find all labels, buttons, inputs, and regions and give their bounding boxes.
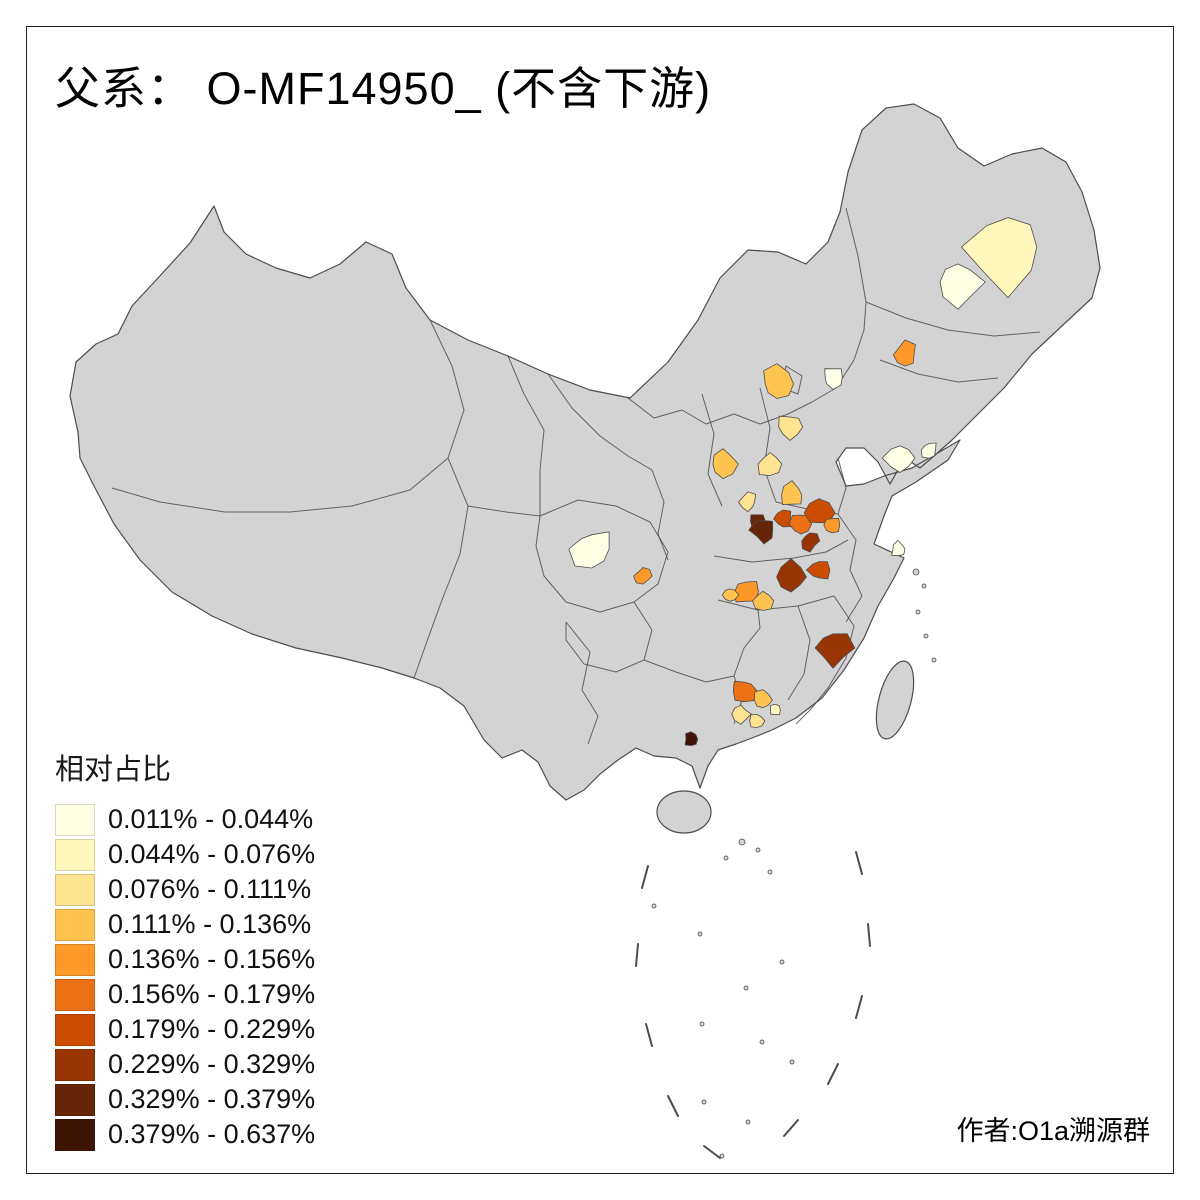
highlight-region [712, 448, 739, 480]
highlight-regions [568, 217, 1038, 747]
legend-label: 0.379% - 0.637% [108, 1119, 316, 1149]
highlight-region [892, 339, 916, 367]
highlight-region [773, 509, 792, 528]
legend-label: 0.044% - 0.076% [108, 839, 316, 869]
legend-swatch [55, 1118, 95, 1151]
highlight-region [770, 703, 781, 716]
legend-row: 0.379% - 0.637% [55, 1117, 315, 1152]
legend-row: 0.011% - 0.044% [55, 802, 315, 837]
legend-label: 0.136% - 0.156% [108, 944, 316, 974]
province-borders [111, 207, 1041, 745]
highlight-region [960, 217, 1038, 299]
landmass-group [69, 103, 1101, 834]
legend-label: 0.156% - 0.179% [108, 979, 316, 1009]
legend-row: 0.076% - 0.111% [55, 872, 315, 907]
highlight-region [753, 689, 773, 709]
legend-row: 0.329% - 0.379% [55, 1082, 315, 1117]
highlight-region [749, 714, 766, 728]
legend-swatch [55, 908, 95, 941]
legend-swatch [55, 1048, 95, 1081]
legend-row: 0.179% - 0.229% [55, 1012, 315, 1047]
highlight-region [633, 567, 653, 585]
highlight-region [732, 680, 758, 703]
highlight-region [781, 480, 803, 506]
highlight-region [684, 731, 699, 747]
highlight-region [721, 588, 740, 602]
legend-row: 0.044% - 0.076% [55, 837, 315, 872]
legend-title: 相对占比 [55, 754, 172, 786]
legend-swatch [55, 803, 95, 836]
legend-row: 0.156% - 0.179% [55, 977, 315, 1012]
legend-swatch [55, 838, 95, 871]
highlight-region [939, 263, 986, 310]
legend-label: 0.111% - 0.136% [108, 909, 312, 939]
highlight-region [752, 590, 775, 611]
legend-label: 0.076% - 0.111% [108, 874, 312, 904]
legend-label: 0.179% - 0.229% [108, 1014, 316, 1044]
legend-label: 0.229% - 0.329% [108, 1049, 316, 1079]
highlight-region [763, 363, 794, 399]
legend-label: 0.011% - 0.044% [108, 804, 314, 834]
highlight-region [748, 520, 774, 545]
legend-swatch [55, 978, 95, 1011]
highlight-region [801, 532, 821, 553]
highlight-region [776, 558, 807, 593]
highlight-region [568, 531, 610, 569]
taiwan-island [875, 660, 915, 740]
legend-row: 0.136% - 0.156% [55, 942, 315, 977]
attribution: 作者:O1a溯源群 [956, 1116, 1150, 1146]
legend: 相对占比 0.011% - 0.044% 0.044% - 0.076% 0.076… [55, 746, 315, 1152]
sea-boundary-dashes [635, 851, 871, 1159]
highlight-region [823, 517, 841, 534]
legend-label: 0.329% - 0.379% [108, 1084, 316, 1114]
hainan-island [656, 790, 712, 834]
highlight-region [891, 539, 906, 557]
highlight-region [920, 442, 937, 459]
legend-swatch [55, 1083, 95, 1116]
legend-swatch [55, 943, 95, 976]
highlight-region [757, 452, 783, 476]
highlight-region [738, 491, 757, 513]
legend-row: 0.111% - 0.136% [55, 907, 315, 942]
page-title: 父系： O-MF14950_ (不含下游) [55, 63, 712, 114]
legend-row: 0.229% - 0.329% [55, 1047, 315, 1082]
mainland-shape [69, 103, 1101, 801]
legend-rows: 0.011% - 0.044% 0.044% - 0.076% 0.076% - 0… [55, 802, 315, 1152]
legend-swatch [55, 873, 95, 906]
highlight-region [805, 561, 831, 580]
coastal-islands [651, 568, 937, 1159]
highlight-region [814, 633, 856, 669]
highlight-region [731, 704, 752, 725]
highlight-region [824, 368, 843, 390]
highlight-region [881, 445, 916, 473]
legend-swatch [55, 1013, 95, 1046]
highlight-region [778, 415, 804, 441]
